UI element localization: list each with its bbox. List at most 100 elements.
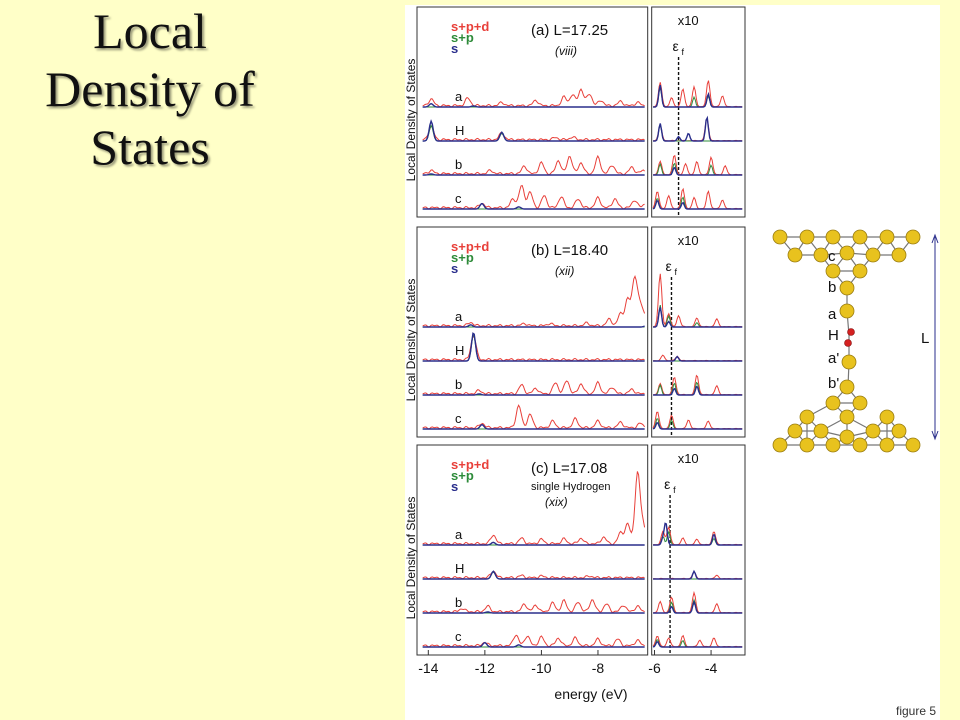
figure-panel: s+p+d s+p s (a) L=17.25 (viii) x10 ε f Local Den… [405,5,940,720]
panel-b-trace-h-s-main [422,332,645,362]
gold-atom [905,437,921,453]
panel-a-inset-frame [651,6,746,218]
panel-c-legend-spp: s+p [451,468,474,483]
gold-atom [852,437,868,453]
panel-b-fermi-sub: f [674,267,677,277]
length-arrow-head-top [931,233,939,244]
panel-c-trace-label-h: H [455,561,464,576]
panel-a-trace-b-spd-main [422,154,645,176]
panel-b-trace-label-a: a [455,309,463,324]
structure-label-2: b [828,279,836,296]
panel-c-trace-a-s-inset [653,522,743,546]
length-arrow-head-bottom [931,430,939,441]
panel-a-trace-a-spd-inset [653,80,743,108]
panel-b-trace-h-s-inset [653,355,743,362]
length-label: L [921,330,929,347]
panel-b-trace-label-b: b [455,377,462,392]
panel-b-inset-scale: x10 [678,233,699,248]
panel-b-inset-frame [651,226,746,438]
panel-c-trace-h-s-inset [653,569,743,580]
panel-c-fermi-sub: f [673,485,676,495]
panel-c-trace-c-s-main [422,641,645,648]
panel-c-note: single Hydrogen [531,481,611,493]
gold-atom [839,409,855,425]
structure-label-1: c [828,248,836,265]
panel-b-trace-label-h: H [455,343,464,358]
x-tick-label-14: -14 [418,660,438,676]
panel-a-label: (a) L=17.25 [531,22,608,39]
panel-b-trace-c-s-inset [652,422,743,430]
x-axis-label: energy (eV) [554,686,627,702]
panel-b-trace-a-spd-main [422,275,646,328]
gold-atom [787,423,803,439]
panel-a-ylabel: Local Density of States [405,59,418,182]
panel-a-trace-h-spd-inset [653,118,743,142]
structure-label-6: b' [828,375,839,392]
panel-b-trace-c-spd-main [422,404,646,430]
panel-a-trace-a-spd-main [422,88,645,108]
slide-title: Local Density of States [45,3,255,175]
panel-b-trace-c-sp-inset [652,418,743,430]
panel-a-trace-a-s-inset [653,84,743,108]
panel-a-sublabel: (viii) [555,44,577,58]
panel-c-inset-frame [651,444,746,656]
panel-a-inset-scale: x10 [678,13,699,28]
panel-c-legend-s: s [451,479,458,494]
gold-atom [799,229,815,245]
hydrogen-atom-1 [847,328,855,336]
structure-label-4: H [828,327,839,344]
panel-a-trace-b-spd-inset [653,154,743,176]
panel-a-fermi-label: ε [673,38,679,54]
panel-a-trace-b-s-main [422,173,645,176]
panel-a-trace-label-b: b [455,157,462,172]
gold-atom [865,423,881,439]
gold-atom [879,437,895,453]
panel-c-main-frame [416,444,649,656]
gold-atom [825,263,841,279]
gold-atom [772,229,788,245]
panel-a-trace-h-sp-inset [653,124,743,142]
panel-c-trace-b-s-inset [653,599,743,614]
panel-a-trace-h-s-inset [653,115,743,142]
gold-atom [825,229,841,245]
gold-atom [865,247,881,263]
panel-a-trace-c-s-inset [652,200,743,210]
structure-label-5: a' [828,350,839,367]
gold-atom [799,409,815,425]
panel-c-trace-a-spd-main [422,471,646,546]
gold-atom [787,247,803,263]
structure-label-3: a [828,306,837,323]
x-tick-label-4: -4 [705,660,718,676]
panel-c-trace-b-s-main [422,611,645,614]
panel-b-trace-a-spd-inset [653,273,743,328]
gold-atom [772,437,788,453]
panel-a-legend-spp: s+p [451,30,474,45]
gold-atom [839,379,855,395]
x-tick-label-10: -10 [531,660,551,676]
panel-c-ylabel: Local Density of States [405,497,418,620]
panel-b-ylabel: Local Density of States [405,279,418,402]
panel-b-trace-b-s-main [422,393,645,396]
panel-c-trace-h-spd-main [422,571,645,580]
x-tick-label-8: -8 [592,660,605,676]
gold-atom [813,247,829,263]
panel-c-trace-c-s-inset [652,641,743,648]
panel-c-trace-b-spd-inset [653,590,743,614]
gold-atom [839,280,855,296]
panel-a-main-frame [416,6,649,218]
panel-a-trace-label-c: c [455,191,462,206]
gold-atom [852,229,868,245]
panel-c-trace-label-c: c [455,629,462,644]
panel-a-trace-c-s-main [422,202,645,210]
gold-atom [825,395,841,411]
panel-b-trace-label-c: c [455,411,462,426]
figure-caption: figure 5 [896,704,937,718]
panel-b-legend-s: s [451,261,458,276]
panel-c-trace-c-spd-inset [652,634,743,648]
panel-a-legend-s: s [451,41,458,56]
panel-c-trace-label-a: a [455,527,463,542]
panel-a-trace-h-spd-main [422,125,645,142]
panel-c-sublabel: (xix) [545,495,568,509]
panel-c-label: (c) L=17.08 [531,460,607,477]
panel-a-trace-label-h: H [455,123,464,138]
